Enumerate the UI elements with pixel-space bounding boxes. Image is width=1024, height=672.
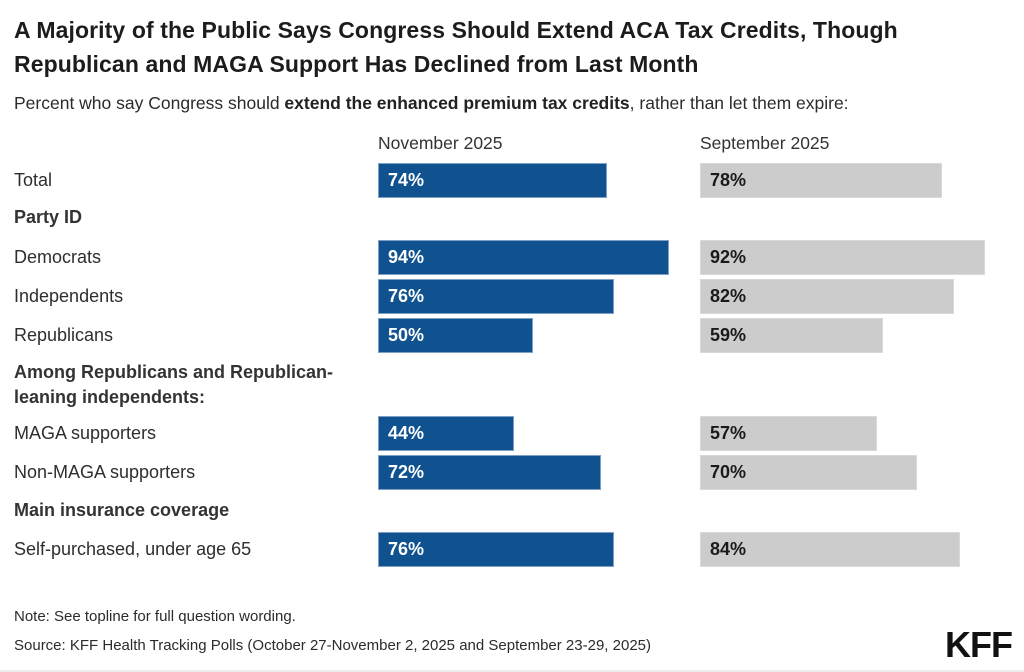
row-label: MAGA supporters bbox=[14, 423, 157, 443]
chart-source: Source: KFF Health Tracking Polls (Octob… bbox=[14, 637, 651, 654]
bar-value-label: 44% bbox=[388, 423, 425, 443]
bar-row: Republicans 50% 59% bbox=[0, 318, 1024, 353]
november-bar: 76% bbox=[378, 532, 614, 567]
september-bar: 57% bbox=[700, 416, 877, 451]
bar-row: Non-MAGA supporters 72% 70% bbox=[0, 455, 1024, 490]
column-headers: November 2025 September 2025 bbox=[0, 133, 1024, 155]
november-bar: 50% bbox=[378, 318, 533, 353]
row-label: Independents bbox=[14, 286, 124, 306]
november-bar: 44% bbox=[378, 416, 514, 451]
november-bar: 72% bbox=[378, 455, 601, 490]
november-bar: 74% bbox=[378, 163, 607, 198]
bar-value-label: 76% bbox=[388, 539, 425, 559]
row-label: Republicans bbox=[14, 325, 114, 345]
bar-value-label: 94% bbox=[388, 247, 425, 267]
bar-value-label: 59% bbox=[710, 325, 747, 345]
section-label: Party ID bbox=[14, 207, 83, 227]
chart-title: A Majority of the Public Says Congress S… bbox=[14, 17, 898, 77]
september-bar: 92% bbox=[700, 240, 985, 275]
november-bar: 76% bbox=[378, 279, 614, 314]
bar-value-label: 74% bbox=[388, 170, 425, 190]
bar-value-label: 72% bbox=[388, 462, 425, 482]
bar-row: Democrats 94% 92% bbox=[0, 240, 1024, 275]
subtitle-suffix: , rather than let them expire: bbox=[629, 93, 849, 113]
row-label: Self-purchased, under age 65 bbox=[14, 539, 252, 559]
bar-value-label: 57% bbox=[710, 423, 747, 443]
bar-value-label: 92% bbox=[710, 247, 747, 267]
column-header-september: September 2025 bbox=[700, 133, 830, 153]
september-bar: 70% bbox=[700, 455, 917, 490]
section-label: Among Republicans and Republican-leaning… bbox=[14, 362, 334, 407]
september-bar: 84% bbox=[700, 532, 960, 567]
chart-subtitle: Percent who say Congress should extend t… bbox=[14, 93, 1004, 114]
row-label: Democrats bbox=[14, 247, 102, 267]
section-label: Main insurance coverage bbox=[14, 500, 230, 520]
september-bar: 59% bbox=[700, 318, 883, 353]
subtitle-bold: extend the enhanced premium tax credits bbox=[284, 93, 630, 113]
column-header-november: November 2025 bbox=[378, 133, 503, 153]
bar-value-label: 50% bbox=[388, 325, 425, 345]
chart-note: Note: See topline for full question word… bbox=[14, 608, 296, 625]
bar-row: MAGA supporters 44% 57% bbox=[0, 416, 1024, 451]
row-label: Non-MAGA supporters bbox=[14, 462, 196, 482]
bar-value-label: 76% bbox=[388, 286, 425, 306]
september-bar: 78% bbox=[700, 163, 942, 198]
bar-row: Self-purchased, under age 65 76% 84% bbox=[0, 532, 1024, 567]
bar-value-label: 84% bbox=[710, 539, 747, 559]
bar-row: Total 74% 78% bbox=[0, 163, 1024, 198]
subtitle-prefix: Percent who say Congress should bbox=[14, 93, 285, 113]
bar-value-label: 82% bbox=[710, 286, 747, 306]
november-bar: 94% bbox=[378, 240, 669, 275]
september-bar: 82% bbox=[700, 279, 954, 314]
bar-value-label: 78% bbox=[710, 170, 747, 190]
bar-value-label: 70% bbox=[710, 462, 747, 482]
bar-row: Independents 76% 82% bbox=[0, 279, 1024, 314]
kff-logo: KFF bbox=[945, 624, 1013, 665]
row-label: Total bbox=[14, 170, 53, 190]
